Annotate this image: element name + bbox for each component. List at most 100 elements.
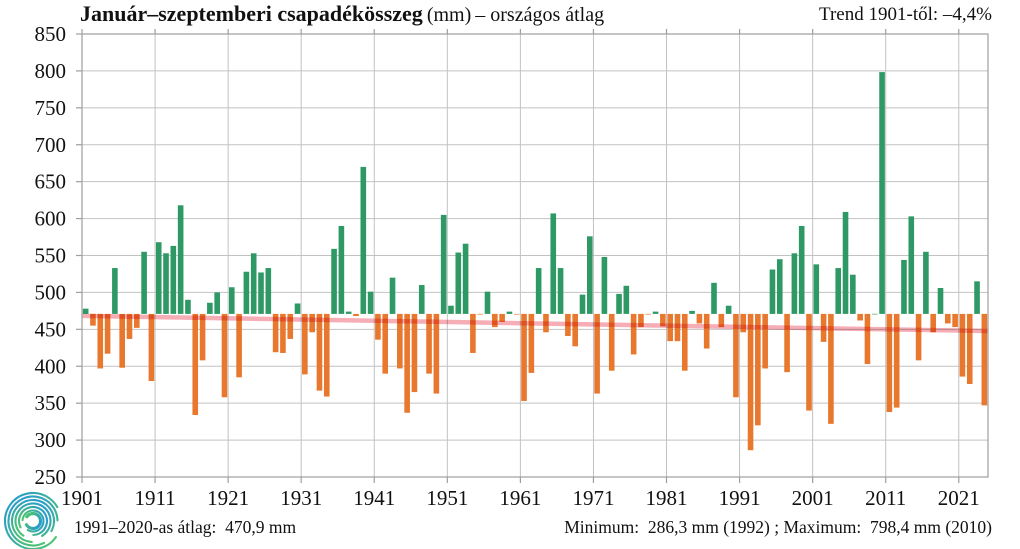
bar-1971 [594,313,600,394]
bar-1932 [309,313,315,333]
bar-1970 [586,236,593,314]
bar-1902 [90,313,96,326]
bar-2006 [850,274,856,314]
bar-1908 [133,313,140,328]
y-axis-label: 300 [35,428,67,452]
bar-1956 [484,291,491,314]
bar-1994 [762,313,768,369]
bar-1919 [214,292,220,314]
bar-2020 [952,313,958,328]
bar-2013 [901,259,907,314]
bar-1995 [769,269,776,314]
bar-2016 [923,251,929,314]
bar-2017 [930,313,937,333]
bar-1929 [287,313,294,339]
bar-1972 [601,256,608,314]
bar-1933 [316,313,323,391]
bar-1934 [323,313,330,397]
bar-1948 [426,313,432,374]
y-axis-label: 650 [35,170,67,194]
bar-2001 [813,264,820,314]
bar-1986 [703,313,710,349]
bar-1968 [572,313,578,347]
bar-1991 [740,313,747,333]
bar-1959 [506,311,513,314]
y-axis-label: 800 [35,59,67,83]
y-axis-label: 550 [35,244,67,268]
chart-title: Január–szeptemberi csapadékösszeg (mm) –… [80,1,604,27]
bar-2007 [857,313,863,321]
x-axis-label: 1901 [61,486,103,510]
bar-1901 [82,308,89,314]
bar-1907 [126,313,133,339]
bar-1935 [331,248,337,314]
bar-1910 [148,313,155,382]
reference-average-label: 1991–2020-as átlag: 470,9 mm [74,517,297,537]
logo-arc [7,495,59,547]
bar-1931 [302,313,308,375]
logo-arc [10,498,56,544]
x-axis-label: 1981 [646,486,688,510]
logo-arc [14,502,52,540]
bar-1942 [382,313,389,374]
bar-1983 [681,313,688,371]
bar-1920 [221,313,228,398]
bar-2009 [871,313,878,315]
logo-arc [3,491,63,549]
bar-1941 [375,313,381,340]
bar-1952 [455,252,462,314]
bar-1954 [470,313,476,353]
bar-1923 [243,271,250,314]
bar-2004 [835,268,842,314]
bar-1953 [462,243,469,314]
y-axis-label: 450 [35,317,67,341]
bar-1916 [192,313,199,415]
trend-summary-label: Trend 1901-től: –4,4% [819,4,992,25]
bar-1955 [477,313,484,315]
bar-1913 [170,245,177,314]
bar-1937 [345,311,352,314]
bar-1963 [535,268,542,314]
bar-1992 [747,313,754,451]
bar-1976 [630,313,637,355]
bar-1998 [791,253,798,314]
bar-2010 [879,72,885,314]
logo-arc [23,511,43,531]
bar-2019 [945,313,951,324]
bar-2015 [915,313,922,361]
y-axis-label: 850 [35,22,67,46]
bar-1988 [718,313,725,328]
bar-1936 [338,225,345,314]
bar-1989 [725,305,732,314]
bar-1980 [660,313,666,327]
bar-1906 [119,313,125,368]
y-axis-label: 350 [35,391,67,415]
x-axis-label: 1951 [426,486,468,510]
bar-1958 [499,313,505,322]
y-axis-label: 400 [35,354,67,378]
x-axis-label: 1931 [280,486,322,510]
y-axis-label: 250 [35,465,67,489]
bar-1930 [294,303,301,314]
bar-1905 [112,268,118,314]
hungaromet-spiral-logo [3,491,63,549]
bar-1996 [776,259,783,314]
bar-1917 [199,313,206,361]
bar-2014 [908,216,915,314]
bar-1939 [360,166,367,314]
x-axis-label: 1961 [499,486,541,510]
bar-1965 [550,213,557,314]
bar-1927 [272,313,279,353]
bar-2023 [974,281,980,314]
bar-1947 [418,285,425,314]
bar-1949 [433,313,440,394]
bar-1904 [104,313,111,354]
y-axis-label: 500 [35,280,67,304]
logo-arc [21,509,45,533]
bar-2022 [966,313,973,384]
bar-1903 [97,313,104,369]
bar-1915 [185,299,191,314]
bar-1918 [207,302,213,314]
bar-1990 [733,313,739,398]
bar-1962 [528,313,535,373]
